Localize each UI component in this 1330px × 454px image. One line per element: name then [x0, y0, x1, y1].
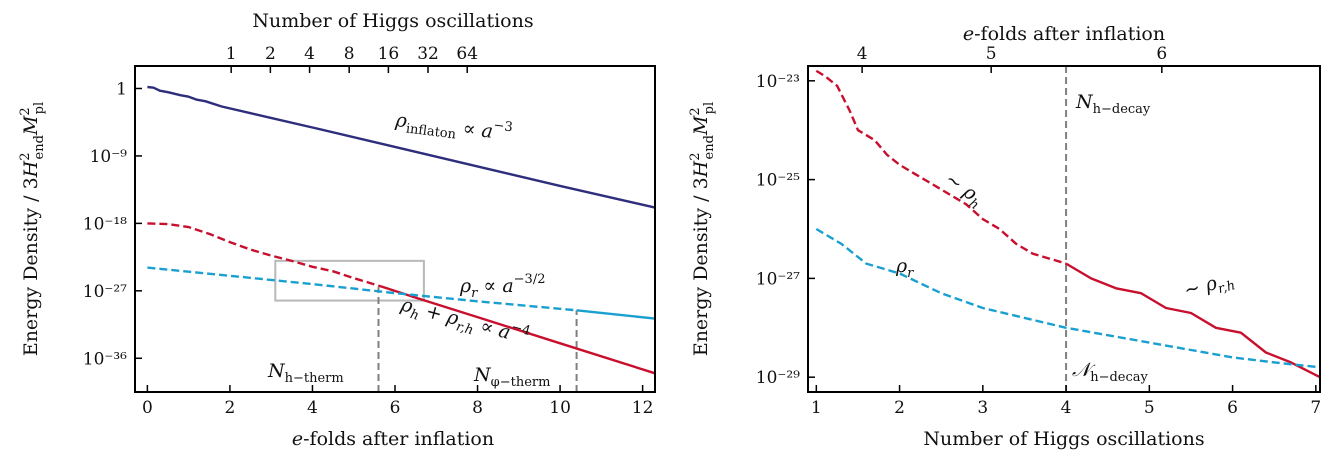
right-ytick-label-2: 10⁻²⁷ — [756, 269, 800, 289]
left-top-tick-label-1: 1 — [226, 44, 237, 64]
right-xtick-label-2: 2 — [894, 398, 905, 418]
left-series-rho_r_solid — [576, 309, 656, 320]
right-xtick-label-1: 1 — [811, 398, 822, 418]
left-xtick-label-0: 0 — [142, 398, 153, 418]
right-xtick-label-4: 4 — [1061, 398, 1072, 418]
left-x-axis-label: e-folds after inflation — [292, 428, 494, 450]
left-xtick-label-4: 4 — [307, 398, 318, 418]
label-n-h-decay-bottom: 𝒩h−decay — [1072, 359, 1149, 385]
right-top-tick-label-6: 6 — [1156, 44, 1167, 64]
right-y-axis-label: Energy Density / 3H2endM2pl — [688, 102, 717, 356]
left-panel: 0 2 4 6 8 10 121 2 4 8 16 32 64110⁻⁹10⁻¹⁸10⁻²⁷10⁻³⁶ … — [18, 10, 656, 450]
left-series-rho_r_dashed — [147, 266, 577, 312]
label-n-phi-therm: Nφ−therm — [473, 364, 550, 390]
right-panel: 1 2 3 4 5 6 7 4 5 6 10⁻²³ 10⁻²⁵ 10⁻²⁷ 10⁻²⁹ e-folds a… — [688, 23, 1321, 450]
right-xtick-label-3: 3 — [977, 398, 988, 418]
right-plot-frame — [807, 65, 1321, 393]
right-xtick-label-6: 6 — [1227, 398, 1238, 418]
left-ytick-label-1: 10⁻⁹ — [90, 147, 128, 167]
right-ytick-label-0: 10⁻²³ — [756, 72, 800, 92]
left-top-tick-label-32: 32 — [417, 44, 439, 64]
left-plot-marks — [147, 85, 656, 392]
right-xtick-label-5: 5 — [1144, 398, 1155, 418]
left-top-tick-label-64: 64 — [456, 44, 478, 64]
right-top-axis-label: e-folds after inflation — [963, 23, 1165, 45]
left-xtick-label-10: 10 — [549, 398, 571, 418]
left-ytick-label-0: 1 — [116, 79, 127, 99]
right-plot-marks — [815, 66, 1321, 392]
left-top-axis-label: Number of Higgs oscillations — [252, 10, 533, 32]
left-top-tick-label-4: 4 — [304, 44, 315, 64]
left-top-tick-label-8: 8 — [344, 44, 355, 64]
label-n-h-decay-top: Nh−decay — [1075, 91, 1151, 117]
left-ytick-label-4: 10⁻³⁶ — [83, 349, 127, 369]
right-x-axis-label: Number of Higgs oscillations — [923, 428, 1204, 450]
annotation-inflaton: ρinflaton ∝ a−3 — [393, 106, 514, 149]
right-ytick-label-1: 10⁻²⁵ — [756, 171, 800, 191]
right-xtick-label-7: 7 — [1310, 398, 1321, 418]
left-y-axis-label: Energy Density / 3H2endM2pl — [18, 102, 47, 356]
right-series-rho_r — [815, 227, 1321, 369]
right-top-tick-label-4: 4 — [857, 44, 868, 64]
left-xtick-label-8: 8 — [472, 398, 483, 418]
right-series-rho_h_dashed — [815, 69, 1067, 265]
left-top-tick-label-16: 16 — [378, 44, 400, 64]
right-ticks: 1 2 3 4 5 6 7 4 5 6 10⁻²³ 10⁻²⁵ 10⁻²⁷ 10⁻²⁹ — [756, 44, 1322, 418]
left-ytick-label-3: 10⁻²⁷ — [83, 282, 127, 302]
right-top-tick-label-5: 5 — [986, 44, 997, 64]
left-xtick-label-2: 2 — [225, 398, 236, 418]
left-ytick-label-2: 10⁻¹⁸ — [83, 214, 127, 234]
left-series-inflaton — [147, 85, 656, 209]
label-n-h-therm: Nh−therm — [267, 360, 344, 386]
left-inset-box — [274, 259, 425, 302]
annotation-sim-rho-h: ∼ ρh — [939, 168, 988, 213]
left-top-tick-label-2: 2 — [265, 44, 276, 64]
annotation-rho-r: ρr ∝ a−3/2 — [459, 272, 545, 301]
left-xtick-label-12: 12 — [632, 398, 654, 418]
right-series-rho_rh_solid — [1065, 262, 1321, 379]
left-series-rho_h — [147, 222, 379, 287]
annotation-sim-rho-rh: ∼ ρr,h — [1182, 268, 1237, 306]
left-xtick-label-6: 6 — [390, 398, 401, 418]
right-ytick-label-3: 10⁻²⁹ — [756, 368, 800, 388]
